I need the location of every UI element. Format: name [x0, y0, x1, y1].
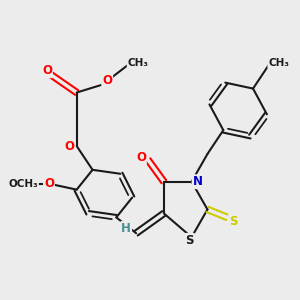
Text: CH₃: CH₃ [128, 58, 148, 68]
Text: O: O [102, 74, 112, 87]
Text: OCH₃: OCH₃ [8, 179, 38, 189]
Text: S: S [229, 215, 238, 228]
Text: N: N [193, 175, 202, 188]
Text: O: O [42, 64, 52, 77]
Text: H: H [121, 222, 131, 235]
Text: O: O [44, 177, 54, 190]
Text: O: O [136, 152, 146, 164]
Text: S: S [185, 234, 194, 247]
Text: O: O [64, 140, 75, 152]
Text: CH₃: CH₃ [268, 58, 289, 68]
